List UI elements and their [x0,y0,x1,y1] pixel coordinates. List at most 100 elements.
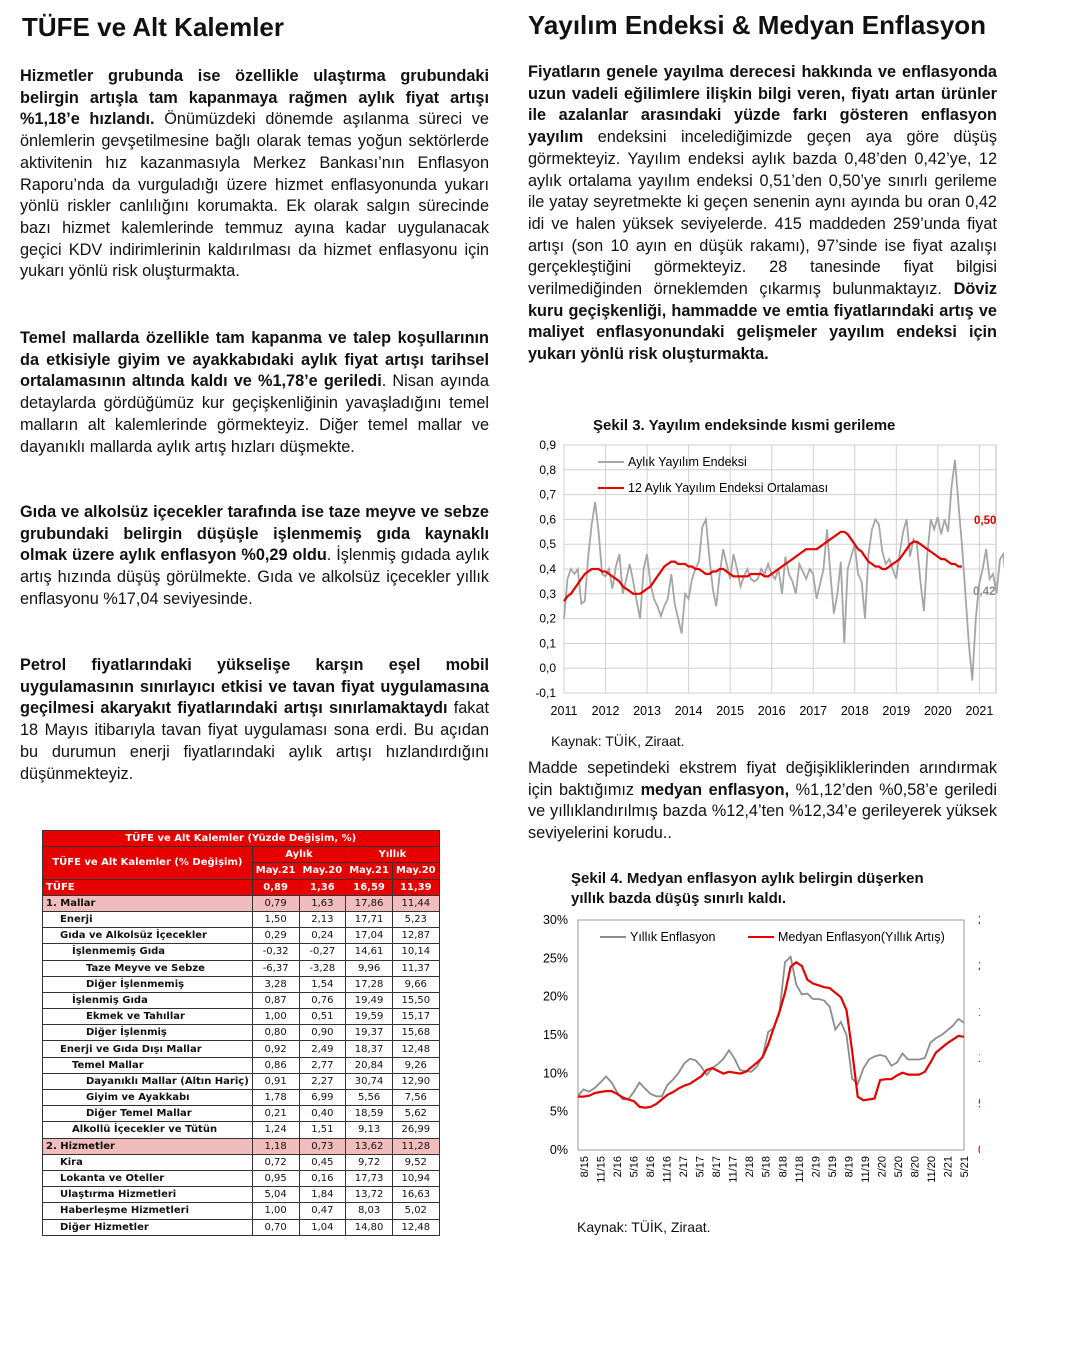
table-cell: 12,48 [391,1218,440,1236]
table-row-label: Temel Mallar [42,1056,253,1074]
table-row-label: Enerji [42,910,253,929]
table-cell: 0,92 [251,1040,300,1058]
x-tick-label: 8/15 [579,1156,591,1177]
table-cell: 17,28 [345,975,393,993]
series-line-0 [563,459,1004,681]
table-cell: 15,68 [391,1024,440,1042]
left-paragraph-4: Petrol fiyatlarındaki yükselişe karşın e… [20,655,489,785]
chart3-title: Şekil 3. Yayılım endeksinde kısmi gerile… [593,417,896,434]
table-cell: 11,39 [391,878,440,896]
table-row: 1. Mallar 0,79 1,63 17,86 11,44 [42,894,440,912]
table-row: Haberleşme Hizmetleri 1,00 0,47 8,03 5,02 [42,1202,440,1220]
y-left-tick-label: 15% [543,1028,568,1042]
table-row-label: TÜFE [42,878,253,896]
paragraph-text: fakat 18 Mayıs itibarıyla tavan fiyat uy… [20,699,489,783]
table-row-label: İşlenmiş Gıda [42,991,253,1010]
table-cell: 0,91 [251,1072,300,1091]
table-row: Taze Meyve ve Sebze -6,37 -3,28 9,96 11,37 [42,959,440,977]
table-group-yearly: Yıllık [345,846,440,864]
table-cell: 1,63 [298,894,347,912]
table-cell: 1,54 [298,975,347,993]
table-cell: 2,77 [298,1056,347,1074]
x-tick-label: 2011 [551,704,578,718]
table-row: Kira 0,72 0,45 9,72 9,52 [42,1153,440,1171]
table-cell: 19,59 [345,1008,393,1026]
table-cell: 5,04 [251,1186,300,1204]
x-tick-label: 2013 [633,704,661,718]
x-tick-label: 8/19 [843,1156,855,1177]
table-cell: 1,18 [251,1137,300,1155]
x-tick-label: 8/18 [777,1156,789,1177]
table-cell: -0,27 [298,943,347,961]
chart4-source: Kaynak: TÜİK, Ziraat. [577,1219,711,1235]
y-tick-label: 0,8 [539,463,556,477]
x-tick-label: 11/17 [728,1156,740,1183]
x-tick-label: 2/17 [678,1156,690,1177]
table-cell: 2,13 [298,910,347,929]
table-cell: 0,73 [298,1137,347,1155]
x-tick-label: 2/18 [744,1156,756,1177]
table-row: Lokanta ve Oteller 0,95 0,16 17,73 10,94 [42,1169,440,1188]
right-paragraph-2: Madde sepetindeki ekstrem fiyat değişikl… [528,758,997,845]
paragraph-bold: Gıda ve alkolsüz içecekler tarafında ise… [20,503,489,565]
table-row-label: Alkollü İçecekler ve Tütün [42,1121,253,1139]
table-cell: 1,00 [251,1008,300,1026]
table-cell: 19,37 [345,1024,393,1042]
table-cell: 11,37 [391,959,440,977]
x-tick-label: 11/18 [794,1156,806,1183]
table-cell: 13,62 [345,1137,393,1155]
table-col-header: May.20 [298,862,347,880]
chart3-diffusion-index: 0,9 0,8 0,7 0,6 0,5 0,4 0,3 0,2 0,1 0,0 -0,1 2011 20… [535,438,1004,718]
table-row: Giyim ve Ayakkabı 1,78 6,99 5,56 7,56 [42,1088,440,1107]
y-right-tick-label: 15% [978,1005,980,1019]
table-row-label: 2. Hizmetler [42,1137,253,1155]
table-col-header: May.21 [345,862,393,880]
table-cell: 12,87 [391,927,440,945]
table-cell: 9,13 [345,1121,393,1139]
y-tick-label: 0,7 [539,488,556,502]
table-row-label: 1. Mallar [42,894,253,912]
table-cell: 0,47 [298,1202,347,1220]
y-tick-label: 0,2 [539,612,556,626]
table-row-label: Diğer Temel Mallar [42,1105,253,1123]
table-cell: 19,49 [345,991,393,1010]
y-tick-label: 0,6 [539,512,556,526]
paragraph-text: Önümüzdeki dönemde aşılanma süreci ve ön… [20,110,489,281]
table-row-label: Diğer İşlenmiş [42,1024,253,1042]
left-heading: TÜFE ve Alt Kalemler [22,12,285,42]
x-tick-label: 2014 [675,704,703,718]
table-cell: 0,95 [251,1169,300,1188]
x-tick-label: 5/16 [629,1156,641,1177]
y-right-tick-label: 20% [978,959,980,973]
x-tick-label: 2018 [841,704,869,718]
table-cell: 8,03 [345,1202,393,1220]
table-cell: 9,66 [391,975,440,993]
x-tick-label: 11/20 [926,1156,938,1183]
table-row: İşlenmemiş Gıda -0,32 -0,27 14,61 10,14 [42,943,440,961]
table-cell: 16,63 [391,1186,440,1204]
table-row-label: Dayanıklı Mallar (Altın Hariç) [42,1072,253,1091]
paragraph-bold: Fiyatların genele yayılma derecesi hakkı… [528,63,997,147]
table-cell: 9,26 [391,1056,440,1074]
paragraph-bold: Hizmetler grubunda ise özellikle ulaştır… [20,67,489,129]
paragraph-text: %1,12’den %0,58’e geriledi ve yıllıkland… [528,780,997,843]
x-tick-label: 8/16 [645,1156,657,1177]
left-paragraph-2: Temel mallarda özellikle tam kapanma ve … [20,328,489,458]
y-tick-label: 0,4 [539,562,556,576]
paragraph-bold: Döviz kuru geçişkenliği, hammadde ve emt… [528,280,997,364]
table-cell: 5,02 [391,1202,440,1220]
table-cell: 1,36 [298,878,347,896]
table-cell: 10,94 [391,1169,440,1188]
table-col-header: May.20 [391,862,440,880]
paragraph-bold: Petrol fiyatlarındaki yükselişe karşın e… [20,656,489,718]
chart3-source: Kaynak: TÜİK, Ziraat. [551,733,685,749]
paragraph-text: . Nisan ayında detaylarda gördüğümüz kur… [20,372,489,456]
table-cell: 1,00 [251,1202,300,1220]
x-tick-label: 2/16 [612,1156,624,1177]
x-tick-label: 2019 [882,704,910,718]
table-row-label: Kira [42,1153,253,1171]
table-cell: 6,99 [298,1088,347,1107]
data-label: 0,42 [973,586,995,598]
x-tick-label: 2021 [965,704,993,718]
table-cell: 0,76 [298,991,347,1010]
